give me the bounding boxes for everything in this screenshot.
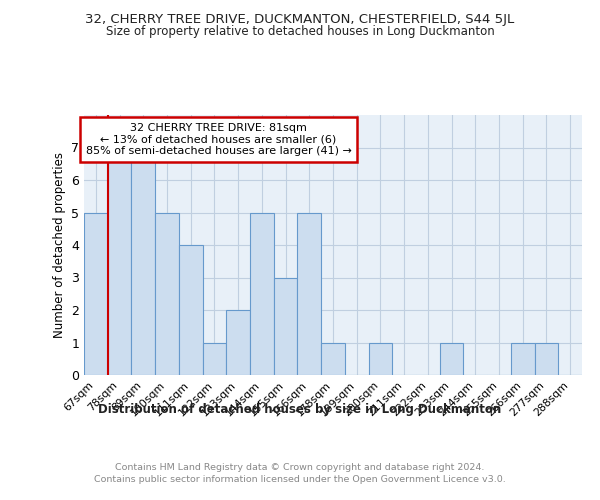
Bar: [511, 342, 535, 375]
Bar: [321, 342, 345, 375]
Y-axis label: Number of detached properties: Number of detached properties: [53, 152, 65, 338]
Bar: [203, 342, 226, 375]
Bar: [108, 148, 131, 375]
Bar: [368, 342, 392, 375]
Text: 32, CHERRY TREE DRIVE, DUCKMANTON, CHESTERFIELD, S44 5JL: 32, CHERRY TREE DRIVE, DUCKMANTON, CHEST…: [85, 12, 515, 26]
Text: Contains HM Land Registry data © Crown copyright and database right 2024.: Contains HM Land Registry data © Crown c…: [115, 462, 485, 471]
Bar: [440, 342, 463, 375]
Bar: [155, 212, 179, 375]
Text: Distribution of detached houses by size in Long Duckmanton: Distribution of detached houses by size …: [98, 402, 502, 415]
Text: 32 CHERRY TREE DRIVE: 81sqm
← 13% of detached houses are smaller (6)
85% of semi: 32 CHERRY TREE DRIVE: 81sqm ← 13% of det…: [86, 123, 352, 156]
Bar: [274, 278, 298, 375]
Bar: [131, 148, 155, 375]
Text: Contains public sector information licensed under the Open Government Licence v3: Contains public sector information licen…: [94, 475, 506, 484]
Bar: [535, 342, 558, 375]
Bar: [179, 245, 203, 375]
Bar: [298, 212, 321, 375]
Bar: [84, 212, 108, 375]
Text: Size of property relative to detached houses in Long Duckmanton: Size of property relative to detached ho…: [106, 25, 494, 38]
Bar: [226, 310, 250, 375]
Bar: [250, 212, 274, 375]
